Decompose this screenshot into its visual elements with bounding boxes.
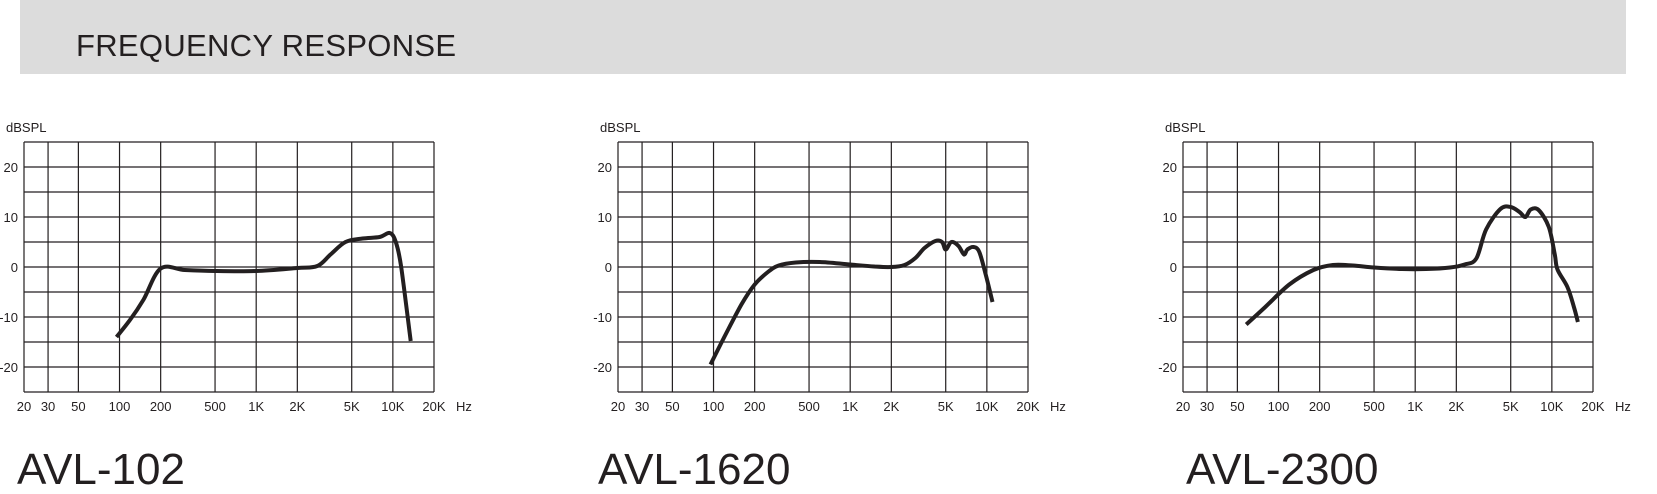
x-tick-label: 20K (1581, 399, 1604, 414)
chart-panel-2: dBSPL 20 10 0 -10 -20 20 30 50 100 200 500 1K 2K 5K 10K… (590, 118, 1110, 493)
x-tick-label: 1K (248, 399, 264, 414)
x-unit-label: Hz (456, 399, 472, 414)
y-tick-label: -20 (593, 360, 612, 375)
x-tick-label: 2K (289, 399, 305, 414)
x-tick-label: 5K (1503, 399, 1519, 414)
x-tick-label: 10K (1540, 399, 1563, 414)
y-tick-label: 10 (598, 210, 612, 225)
y-tick-label: -10 (1158, 310, 1177, 325)
x-tick-label: 20 (611, 399, 625, 414)
x-tick-label: 30 (635, 399, 649, 414)
y-axis-label: dBSPL (600, 120, 640, 135)
y-tick-label: -10 (593, 310, 612, 325)
x-tick-label: 50 (665, 399, 679, 414)
response-curve (708, 238, 995, 366)
x-tick-label: 10K (381, 399, 404, 414)
x-tick-label: 20 (1176, 399, 1190, 414)
x-tick-label: 200 (744, 399, 766, 414)
chart-panel-3: dBSPL 20 10 0 -10 -20 20 30 50 100 200 500 1K 2K 5K 10K… (1158, 118, 1657, 494)
x-tick-label: 1K (842, 399, 858, 414)
x-unit-label: Hz (1050, 399, 1066, 414)
y-tick-label: 20 (4, 160, 18, 175)
response-curve (1244, 204, 1580, 326)
model-name: AVL-102 (17, 445, 185, 494)
y-axis-label: dBSPL (1165, 120, 1205, 135)
y-tick-label: 10 (1163, 210, 1177, 225)
x-tick-label: 1K (1407, 399, 1423, 414)
x-tick-label: 500 (204, 399, 226, 414)
response-curve (114, 230, 413, 342)
x-unit-label: Hz (1615, 399, 1631, 414)
x-tick-label: 30 (41, 399, 55, 414)
x-tick-label: 5K (938, 399, 954, 414)
y-tick-label: 20 (1163, 160, 1177, 175)
x-tick-label: 10K (975, 399, 998, 414)
x-tick-label: 200 (150, 399, 172, 414)
model-name: AVL-2300 (1186, 445, 1379, 494)
x-tick-label: 100 (1268, 399, 1290, 414)
y-tick-label: 0 (11, 260, 18, 275)
header-banner: FREQUENCY RESPONSE (20, 0, 1626, 74)
x-tick-label: 2K (1448, 399, 1464, 414)
x-tick-label: 20 (17, 399, 31, 414)
x-tick-label: 100 (109, 399, 131, 414)
x-tick-label: 20K (422, 399, 445, 414)
x-tick-label: 50 (71, 399, 85, 414)
y-tick-label: -20 (1158, 360, 1177, 375)
model-name: AVL-1620 (598, 445, 791, 494)
x-tick-label: 5K (344, 399, 360, 414)
page-title: FREQUENCY RESPONSE (76, 28, 457, 63)
y-tick-label: -20 (0, 360, 18, 375)
y-tick-label: 0 (1170, 260, 1177, 275)
x-tick-label: 2K (883, 399, 899, 414)
x-tick-label: 200 (1309, 399, 1331, 414)
y-tick-label: 0 (605, 260, 612, 275)
x-tick-label: 30 (1200, 399, 1214, 414)
y-axis-label: dBSPL (6, 120, 46, 135)
y-tick-label: 10 (4, 210, 18, 225)
y-tick-label: 20 (598, 160, 612, 175)
x-tick-label: 50 (1230, 399, 1244, 414)
y-tick-label: -10 (0, 310, 18, 325)
x-tick-label: 500 (1363, 399, 1385, 414)
x-tick-label: 20K (1016, 399, 1039, 414)
x-tick-label: 500 (798, 399, 820, 414)
x-tick-label: 100 (703, 399, 725, 414)
chart-panel-1: dBSPL 20 10 0 -10 -20 20 30 50 100 200 500 1K 2K 5K 10K… (0, 118, 520, 493)
